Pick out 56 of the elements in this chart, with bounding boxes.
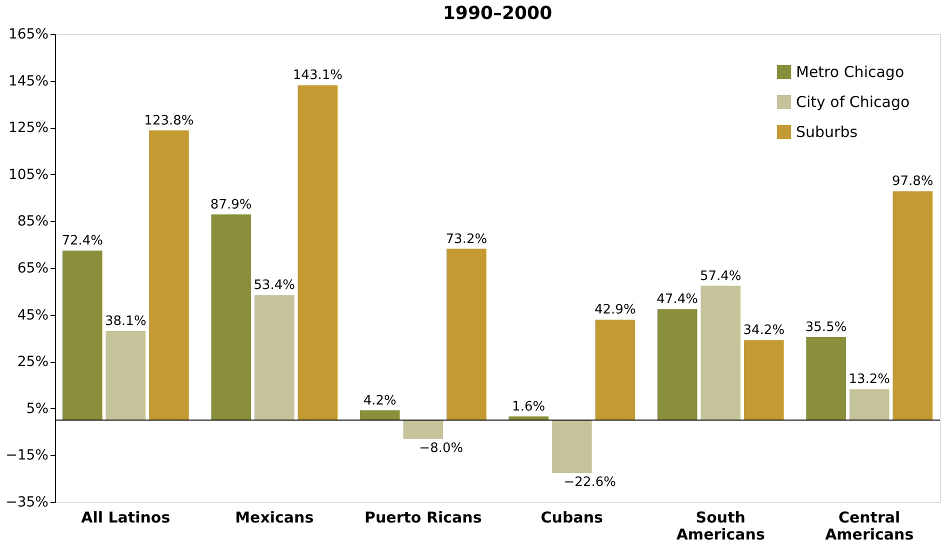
data-label: 87.9% [210,197,252,212]
bar [149,130,189,420]
data-label: 123.8% [144,113,194,128]
data-label: 57.4% [700,268,742,284]
y-tick-label: 5% [26,400,48,417]
data-label: 72.4% [62,234,104,249]
data-label: −22.6% [564,474,616,490]
data-label: 73.2% [446,232,488,247]
y-tick-label: 45% [17,307,48,324]
bar [360,410,400,420]
bar [446,248,486,420]
y-tick-label: −15% [6,448,48,464]
bar [298,85,338,420]
bar [62,250,102,420]
bar [552,420,592,473]
x-tick-label: Central Americans [825,508,914,544]
chart-title: 1990–2000 [442,3,552,24]
data-label: 34.2% [743,323,785,338]
bar [106,330,146,420]
bar [595,320,636,420]
data-label: 143.1% [292,68,342,84]
legend-label: Metro Chicago [796,63,904,81]
data-label: 47.4% [656,292,698,308]
bar [806,337,846,420]
bar [657,309,698,420]
data-label: 97.8% [892,174,934,190]
x-tick-label: South Americans [676,508,765,544]
y-tick-label: 65% [17,260,48,276]
x-tick-label: Cubans [540,508,604,526]
bar [254,295,294,420]
y-tick-label: 25% [17,354,48,370]
y-tick-label: −35% [6,494,48,510]
data-label: 42.9% [594,302,636,318]
data-label: 13.2% [848,372,890,388]
bar [403,420,444,439]
data-label: −8.0% [419,440,464,456]
bar [211,214,252,420]
x-tick-label: All Latinos [81,508,170,526]
data-label: 1.6% [512,399,546,414]
data-label: 4.2% [363,393,396,408]
x-tick-label: Mexicans [235,508,314,526]
bar [700,286,741,420]
bar [892,191,933,420]
x-tick-label: Puerto Ricans [364,508,482,526]
legend-label: Suburbs [796,123,858,141]
bar [849,389,890,420]
data-label: 53.4% [254,278,296,294]
bar [744,340,784,420]
y-tick-label: 85% [17,214,48,230]
y-tick-label: 145% [8,73,48,90]
legend-label: City of Chicago [796,93,910,111]
data-label: 38.1% [104,314,146,329]
data-label: 35.5% [805,320,847,336]
y-tick-label: 125% [8,120,48,136]
y-tick-label: 165% [8,26,48,42]
y-tick-label: 105% [8,166,48,183]
